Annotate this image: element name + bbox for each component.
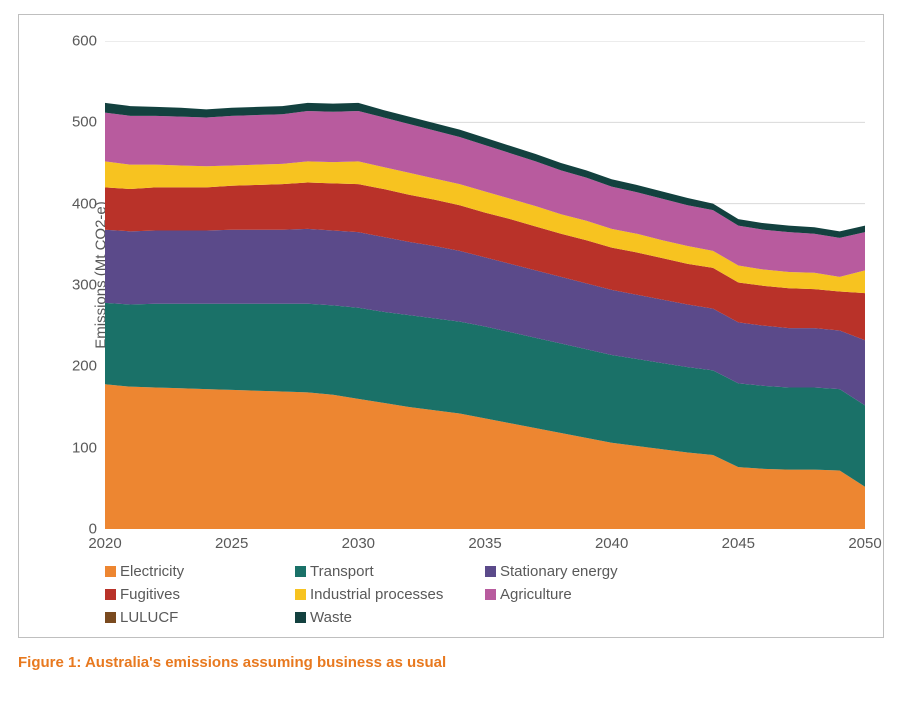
legend-swatch [295, 589, 306, 600]
legend-swatch [105, 566, 116, 577]
x-tick-label: 2040 [595, 535, 628, 552]
chart-panel: Emissions (Mt CO2-e) 0100200300400500600… [18, 14, 884, 638]
x-tick-label: 2045 [722, 535, 755, 552]
legend-item: LULUCF [105, 609, 295, 626]
legend-label: Electricity [120, 563, 184, 580]
x-tick-label: 2035 [468, 535, 501, 552]
y-tick-label: 400 [47, 195, 97, 212]
legend-label: Transport [310, 563, 374, 580]
y-tick-label: 600 [47, 33, 97, 50]
x-tick-label: 2030 [342, 535, 375, 552]
legend-swatch [485, 589, 496, 600]
figure-caption: Figure 1: Australia's emissions assuming… [18, 654, 885, 671]
legend-swatch [295, 612, 306, 623]
y-tick-label: 500 [47, 114, 97, 131]
legend-label: Fugitives [120, 586, 180, 603]
stacked-area-svg [105, 41, 865, 529]
y-tick-label: 200 [47, 358, 97, 375]
legend-swatch [105, 612, 116, 623]
y-tick-label: 300 [47, 277, 97, 294]
y-tick-label: 100 [47, 439, 97, 456]
x-tick-label: 2025 [215, 535, 248, 552]
legend-item: Transport [295, 563, 485, 580]
legend-item: Waste [295, 609, 485, 626]
legend-item: Agriculture [485, 586, 675, 603]
legend-label: LULUCF [120, 609, 178, 626]
legend-label: Stationary energy [500, 563, 618, 580]
legend-item: Stationary energy [485, 563, 675, 580]
legend-label: Industrial processes [310, 586, 443, 603]
legend-swatch [295, 566, 306, 577]
legend: Electricity Transport Stationary energy Fug… [105, 563, 863, 628]
legend-swatch [485, 566, 496, 577]
x-tick-label: 2020 [88, 535, 121, 552]
figure-container: Emissions (Mt CO2-e) 0100200300400500600… [0, 0, 903, 706]
legend-label: Agriculture [500, 586, 572, 603]
legend-swatch [105, 589, 116, 600]
legend-item: Fugitives [105, 586, 295, 603]
legend-label: Waste [310, 609, 352, 626]
legend-item: Industrial processes [295, 586, 485, 603]
legend-item: Electricity [105, 563, 295, 580]
x-tick-label: 2050 [848, 535, 881, 552]
plot-area [105, 41, 865, 529]
